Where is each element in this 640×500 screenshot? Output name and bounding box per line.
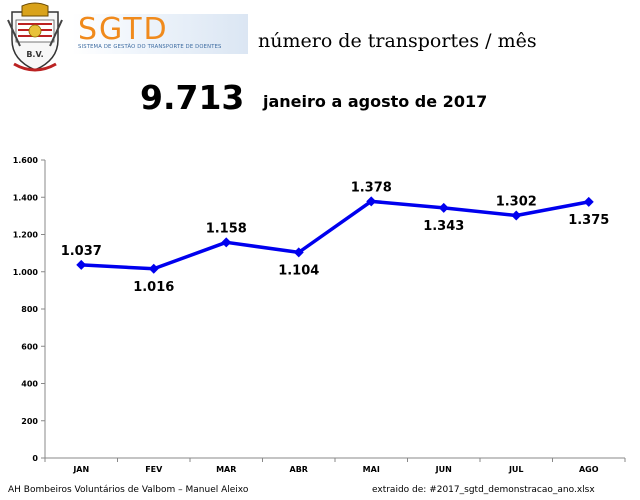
y-tick-label: 600 bbox=[21, 342, 38, 351]
data-point-marker bbox=[366, 196, 377, 207]
data-point-marker bbox=[511, 210, 522, 221]
total-transports: 9.713 bbox=[140, 78, 245, 117]
sgtd-logo: SGTD SISTEMA DE GESTÃO DO TRANSPORTE DE … bbox=[72, 12, 248, 54]
data-label: 1.016 bbox=[133, 280, 174, 295]
y-tick-label: 1.600 bbox=[13, 156, 39, 165]
data-point-marker bbox=[76, 259, 87, 270]
x-tick-label: JUL bbox=[508, 465, 524, 474]
data-label: 1.343 bbox=[423, 219, 464, 234]
data-label: 1.378 bbox=[351, 180, 392, 195]
y-tick-label: 400 bbox=[21, 380, 38, 389]
monthly-transports-line-chart: 0 200 400 600 800 1.000 1.200 1.400 1.600 JAN FEV M… bbox=[13, 156, 626, 474]
y-tick-label: 1.400 bbox=[13, 193, 39, 202]
data-label: 1.302 bbox=[496, 195, 537, 210]
y-tick-label: 800 bbox=[21, 305, 38, 314]
y-tick-label: 1.200 bbox=[13, 231, 39, 240]
footer-source-prefix: extraido de: bbox=[372, 485, 427, 495]
y-tick-label: 1.000 bbox=[13, 268, 39, 277]
data-point-marker bbox=[438, 202, 449, 213]
footer-credit: AH Bombeiros Voluntários de Valbom – Man… bbox=[8, 485, 249, 495]
y-tick-label: 200 bbox=[21, 417, 38, 426]
series-line bbox=[81, 199, 590, 271]
chart-subject: número de transportes / mês bbox=[258, 30, 537, 52]
fire-brigade-crest-logo: B.V. bbox=[7, 2, 63, 72]
data-point-marker bbox=[148, 263, 159, 274]
x-tick-label: JUN bbox=[435, 465, 452, 474]
data-point-marker bbox=[583, 196, 594, 207]
footer-source: extraido de: #2017_sgtd_demonstracao_ano… bbox=[372, 485, 595, 495]
x-tick-label: MAI bbox=[363, 465, 380, 474]
x-tick-label: ABR bbox=[290, 465, 308, 474]
data-label: 1.375 bbox=[568, 213, 609, 228]
crest-letters: B.V. bbox=[26, 50, 43, 59]
y-tick-label: 0 bbox=[32, 454, 38, 463]
data-label: 1.158 bbox=[206, 221, 247, 236]
x-tick-label: JAN bbox=[72, 465, 89, 474]
data-label: 1.037 bbox=[61, 244, 102, 259]
x-tick-label: FEV bbox=[145, 465, 163, 474]
footer-source-file: #2017_sgtd_demonstracao_ano.xlsx bbox=[429, 485, 595, 495]
data-point-marker bbox=[221, 237, 232, 248]
sgtd-logo-text: SGTD bbox=[78, 12, 169, 47]
x-tick-label: AGO bbox=[579, 465, 599, 474]
data-point-marker bbox=[293, 247, 304, 258]
period-label: janeiro a agosto de 2017 bbox=[263, 92, 488, 111]
sgtd-logo-subtitle: SISTEMA DE GESTÃO DO TRANSPORTE DE DOENT… bbox=[78, 44, 222, 50]
data-label: 1.104 bbox=[278, 263, 319, 278]
x-tick-label: MAR bbox=[216, 465, 236, 474]
